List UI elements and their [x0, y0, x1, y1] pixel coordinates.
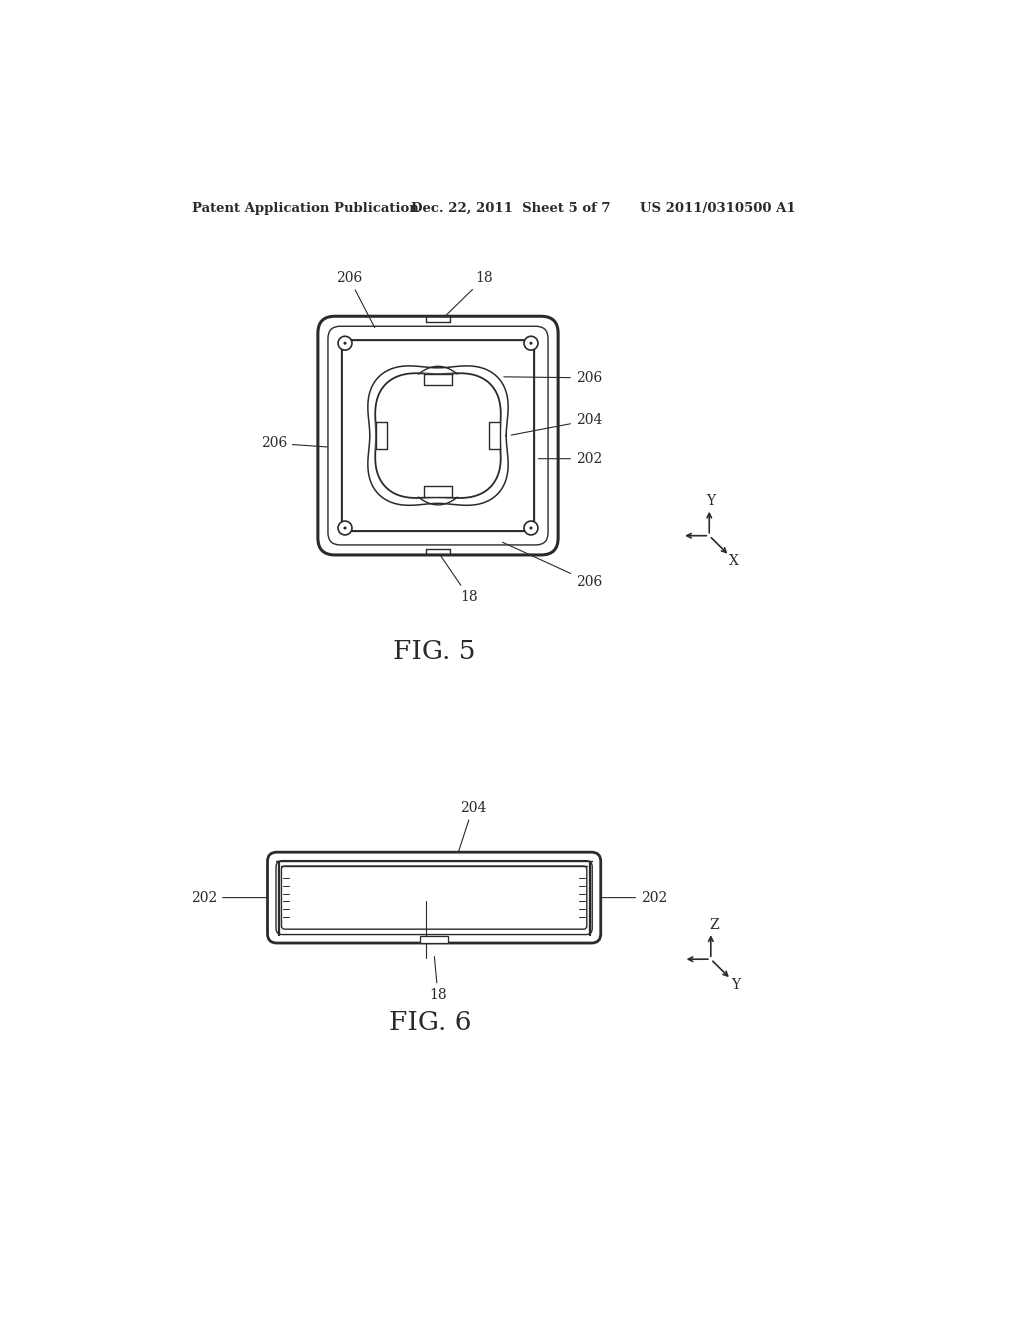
FancyBboxPatch shape [276, 861, 592, 935]
Text: 18: 18 [443, 271, 494, 317]
Circle shape [524, 337, 538, 350]
Circle shape [343, 342, 346, 345]
Text: 18: 18 [429, 957, 446, 1002]
Text: 18: 18 [439, 554, 478, 605]
FancyBboxPatch shape [267, 853, 601, 942]
Text: FIG. 6: FIG. 6 [389, 1010, 471, 1035]
Text: Z: Z [709, 917, 719, 932]
Circle shape [343, 527, 346, 529]
Text: 204: 204 [458, 800, 486, 853]
Polygon shape [376, 422, 387, 449]
Text: 206: 206 [261, 437, 328, 450]
Text: X: X [729, 554, 739, 568]
Text: 202: 202 [539, 451, 602, 466]
FancyBboxPatch shape [282, 866, 587, 929]
Circle shape [338, 337, 352, 350]
Text: US 2011/0310500 A1: US 2011/0310500 A1 [640, 202, 795, 215]
Circle shape [338, 521, 352, 535]
Circle shape [529, 342, 532, 345]
Text: FIG. 5: FIG. 5 [393, 639, 475, 664]
Text: 206: 206 [504, 371, 602, 385]
Text: 202: 202 [601, 891, 668, 904]
Polygon shape [424, 374, 452, 385]
Text: 206: 206 [503, 543, 602, 589]
Text: Dec. 22, 2011  Sheet 5 of 7: Dec. 22, 2011 Sheet 5 of 7 [411, 202, 610, 215]
Circle shape [524, 521, 538, 535]
Text: Patent Application Publication: Patent Application Publication [191, 202, 418, 215]
Polygon shape [424, 487, 452, 498]
Text: Y: Y [731, 978, 740, 991]
Polygon shape [375, 374, 501, 498]
Text: Y: Y [707, 494, 716, 508]
Circle shape [529, 527, 532, 529]
Bar [420, 936, 449, 942]
FancyBboxPatch shape [342, 341, 535, 531]
Text: 204: 204 [511, 413, 602, 436]
Polygon shape [489, 422, 500, 449]
FancyBboxPatch shape [328, 326, 548, 545]
Text: 202: 202 [190, 891, 267, 904]
Text: 206: 206 [336, 271, 375, 327]
FancyBboxPatch shape [317, 317, 558, 554]
